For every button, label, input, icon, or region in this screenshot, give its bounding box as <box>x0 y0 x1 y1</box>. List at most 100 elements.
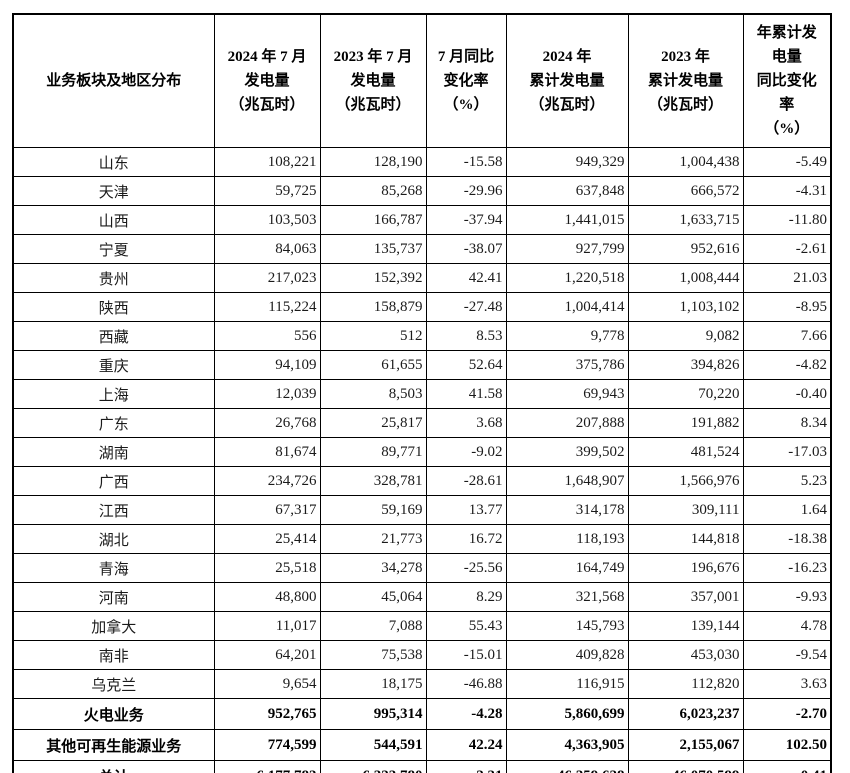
header-july-yoy: 7 月同比 变化率 （%） <box>425 13 507 148</box>
value-cell: 164,749 <box>505 553 629 583</box>
table-row: 江西 67,317 59,169 13.77 314,178 309,111 1.64 <box>12 495 832 525</box>
table-row: 河南 48,800 45,064 8.29 321,568 357,001 -9.93 <box>12 582 832 612</box>
value-cell: 9,082 <box>627 321 744 351</box>
value-cell: 144,818 <box>627 524 744 554</box>
value-cell: -29.96 <box>425 176 507 206</box>
value-cell: 45,064 <box>319 582 427 612</box>
table-row: 湖南 81,674 89,771 -9.02 399,502 481,524 -17.03 <box>12 437 832 467</box>
value-cell: 666,572 <box>627 176 744 206</box>
value-cell: 13.77 <box>425 495 507 525</box>
value-cell: 1,004,438 <box>627 147 744 177</box>
value-cell: 0.41 <box>742 760 832 773</box>
table-row: 广西 234,726 328,781 -28.61 1,648,907 1,566,976… <box>12 466 832 496</box>
value-cell: 118,193 <box>505 524 629 554</box>
value-cell: -18.38 <box>742 524 832 554</box>
value-cell: -15.58 <box>425 147 507 177</box>
value-cell: 166,787 <box>319 205 427 235</box>
header-row: 业务板块及地区分布 2024 年 7 月 发电量 （兆瓦时） 2023 年 7 … <box>12 13 832 148</box>
value-cell: 139,144 <box>627 611 744 641</box>
region-cell: 南非 <box>12 640 215 670</box>
value-cell: 774,599 <box>213 729 321 761</box>
value-cell: 409,828 <box>505 640 629 670</box>
table-header: 业务板块及地区分布 2024 年 7 月 发电量 （兆瓦时） 2023 年 7 … <box>12 13 832 148</box>
value-cell: 394,826 <box>627 350 744 380</box>
value-cell: 4,363,905 <box>505 729 629 761</box>
value-cell: 8.29 <box>425 582 507 612</box>
value-cell: -9.02 <box>425 437 507 467</box>
value-cell: 1,004,414 <box>505 292 629 322</box>
value-cell: 309,111 <box>627 495 744 525</box>
value-cell: 34,278 <box>319 553 427 583</box>
region-cell: 山西 <box>12 205 215 235</box>
value-cell: -4.31 <box>742 176 832 206</box>
value-cell: -28.61 <box>425 466 507 496</box>
region-cell: 乌克兰 <box>12 669 215 699</box>
value-cell: -37.94 <box>425 205 507 235</box>
value-cell: 61,655 <box>319 350 427 380</box>
value-cell: 48,800 <box>213 582 321 612</box>
header-2024-cumulative: 2024 年 累计发电量 （兆瓦时） <box>505 13 629 148</box>
value-cell: 89,771 <box>319 437 427 467</box>
region-cell: 其他可再生能源业务 <box>12 729 215 761</box>
value-cell: -9.93 <box>742 582 832 612</box>
value-cell: -2.31 <box>425 760 507 773</box>
value-cell: -16.23 <box>742 553 832 583</box>
value-cell: 453,030 <box>627 640 744 670</box>
power-generation-table: 业务板块及地区分布 2024 年 7 月 发电量 （兆瓦时） 2023 年 7 … <box>12 13 832 773</box>
region-cell: 湖南 <box>12 437 215 467</box>
value-cell: 949,329 <box>505 147 629 177</box>
value-cell: 7,088 <box>319 611 427 641</box>
value-cell: 1,441,015 <box>505 205 629 235</box>
table-row: 西藏 556 512 8.53 9,778 9,082 7.66 <box>12 321 832 351</box>
table-row: 青海 25,518 34,278 -25.56 164,749 196,676 -16.23 <box>12 553 832 583</box>
value-cell: 196,676 <box>627 553 744 583</box>
value-cell: 191,882 <box>627 408 744 438</box>
value-cell: 26,768 <box>213 408 321 438</box>
value-cell: 64,201 <box>213 640 321 670</box>
value-cell: 81,674 <box>213 437 321 467</box>
value-cell: 41.58 <box>425 379 507 409</box>
value-cell: -15.01 <box>425 640 507 670</box>
table-row: 山西 103,503 166,787 -37.94 1,441,015 1,633,715… <box>12 205 832 235</box>
value-cell: 321,568 <box>505 582 629 612</box>
value-cell: 1,220,518 <box>505 263 629 293</box>
region-cell: 上海 <box>12 379 215 409</box>
value-cell: 18,175 <box>319 669 427 699</box>
table-row: 总计6,177,7836,323,780-2.3146,259,62846,07… <box>12 760 832 773</box>
value-cell: -4.28 <box>425 698 507 730</box>
value-cell: 69,943 <box>505 379 629 409</box>
table-row: 加拿大 11,017 7,088 55.43 145,793 139,144 4.78 <box>12 611 832 641</box>
value-cell: -4.82 <box>742 350 832 380</box>
value-cell: 556 <box>213 321 321 351</box>
region-cell: 陕西 <box>12 292 215 322</box>
table-row: 其他可再生能源业务 774,599 544,591 42.24 4,363,905 2,1… <box>12 729 832 761</box>
value-cell: 8.34 <box>742 408 832 438</box>
value-cell: 207,888 <box>505 408 629 438</box>
value-cell: 995,314 <box>319 698 427 730</box>
value-cell: 7.66 <box>742 321 832 351</box>
table-row: 天津 59,725 85,268 -29.96 637,848 666,572 -4.31 <box>12 176 832 206</box>
header-2024-july: 2024 年 7 月 发电量 （兆瓦时） <box>213 13 321 148</box>
value-cell: 5.23 <box>742 466 832 496</box>
value-cell: -2.70 <box>742 698 832 730</box>
value-cell: 6,177,783 <box>213 760 321 773</box>
value-cell: 234,726 <box>213 466 321 496</box>
value-cell: 94,109 <box>213 350 321 380</box>
value-cell: 115,224 <box>213 292 321 322</box>
value-cell: 4.78 <box>742 611 832 641</box>
region-cell: 加拿大 <box>12 611 215 641</box>
region-cell: 宁夏 <box>12 234 215 264</box>
value-cell: 59,725 <box>213 176 321 206</box>
value-cell: 9,778 <box>505 321 629 351</box>
region-cell: 广东 <box>12 408 215 438</box>
value-cell: 75,538 <box>319 640 427 670</box>
region-cell: 山东 <box>12 147 215 177</box>
value-cell: 6,023,237 <box>627 698 744 730</box>
value-cell: 84,063 <box>213 234 321 264</box>
value-cell: 46,259,628 <box>505 760 629 773</box>
value-cell: 112,820 <box>627 669 744 699</box>
value-cell: 357,001 <box>627 582 744 612</box>
value-cell: 952,765 <box>213 698 321 730</box>
value-cell: 55.43 <box>425 611 507 641</box>
value-cell: 108,221 <box>213 147 321 177</box>
